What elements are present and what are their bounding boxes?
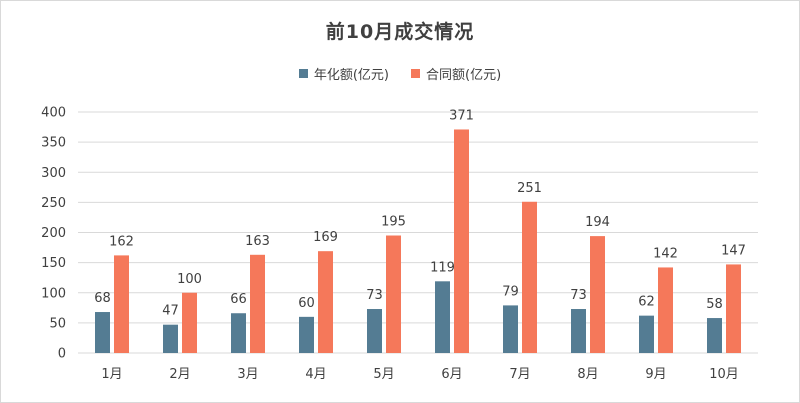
y-tick-label: 50 <box>49 316 66 331</box>
x-tick-label: 9月 <box>645 367 666 382</box>
data-label-annualized: 73 <box>366 288 383 303</box>
y-tick-label: 250 <box>41 196 66 211</box>
x-tick-label: 10月 <box>709 367 739 382</box>
data-label-contract: 147 <box>721 243 746 258</box>
chart-title: 前10月成交情况 <box>325 21 475 43</box>
y-tick-label: 300 <box>41 166 66 181</box>
data-label-contract: 169 <box>313 230 338 245</box>
bar-annualized <box>163 324 178 353</box>
data-label-contract: 194 <box>585 215 610 230</box>
x-tick-label: 2月 <box>169 367 190 382</box>
bar-contract <box>522 201 537 353</box>
data-label-contract: 142 <box>653 246 678 261</box>
bar-contract <box>590 236 605 353</box>
y-tick-label: 100 <box>41 286 66 301</box>
bar-annualized <box>231 313 246 353</box>
data-label-contract: 162 <box>109 234 134 249</box>
data-label-contract: 163 <box>245 234 270 249</box>
data-label-annualized: 62 <box>638 295 655 310</box>
legend-label-annualized: 年化额(亿元) <box>313 68 389 83</box>
bar-annualized <box>299 316 314 353</box>
y-tick-label: 400 <box>41 106 66 121</box>
data-label-contract: 195 <box>381 215 406 230</box>
bar-annualized <box>571 309 586 353</box>
bar-contract <box>454 129 469 353</box>
bar-annualized <box>503 305 518 353</box>
bar-contract <box>250 254 265 353</box>
legend-label-contract: 合同额(亿元) <box>426 68 502 83</box>
y-tick-label: 200 <box>41 226 66 241</box>
data-label-annualized: 73 <box>570 288 587 303</box>
legend-swatch-contract <box>411 69 420 78</box>
y-tick-label: 0 <box>58 347 66 362</box>
data-label-annualized: 58 <box>706 297 723 312</box>
data-label-contract: 100 <box>177 272 202 287</box>
y-tick-label: 150 <box>41 256 66 271</box>
x-tick-label: 5月 <box>373 367 394 382</box>
bar-contract <box>726 264 741 353</box>
legend-item-contract: 合同额(亿元) <box>411 64 501 83</box>
chart-legend: 年化额(亿元) 合同额(亿元) <box>0 64 800 83</box>
legend-item-annualized: 年化额(亿元) <box>298 64 389 83</box>
x-tick-label: 4月 <box>305 367 326 382</box>
bar-annualized <box>95 312 110 353</box>
x-tick-label: 7月 <box>509 367 530 382</box>
x-tick-label: 6月 <box>441 367 462 382</box>
x-tick-label: 1月 <box>101 367 122 382</box>
data-label-contract: 251 <box>517 181 542 196</box>
bar-contract <box>386 235 401 353</box>
data-label-annualized: 47 <box>162 304 179 319</box>
data-label-contract: 371 <box>449 108 474 123</box>
bar-contract <box>182 292 197 353</box>
bar-annualized <box>435 281 450 353</box>
bar-contract <box>114 255 129 353</box>
data-label-annualized: 60 <box>298 296 315 311</box>
bar-contract <box>658 267 673 353</box>
legend-swatch-annualized <box>298 69 308 78</box>
data-label-annualized: 79 <box>502 284 519 299</box>
bar-annualized <box>367 309 382 353</box>
bar-annualized <box>707 318 722 353</box>
data-label-annualized: 119 <box>430 260 455 275</box>
data-label-annualized: 68 <box>94 291 111 306</box>
y-tick-label: 350 <box>41 136 66 151</box>
x-tick-label: 8月 <box>577 367 598 382</box>
x-tick-label: 3月 <box>237 367 258 382</box>
bar-annualized <box>639 315 654 353</box>
data-label-annualized: 66 <box>230 292 247 307</box>
bar-contract <box>318 251 333 353</box>
